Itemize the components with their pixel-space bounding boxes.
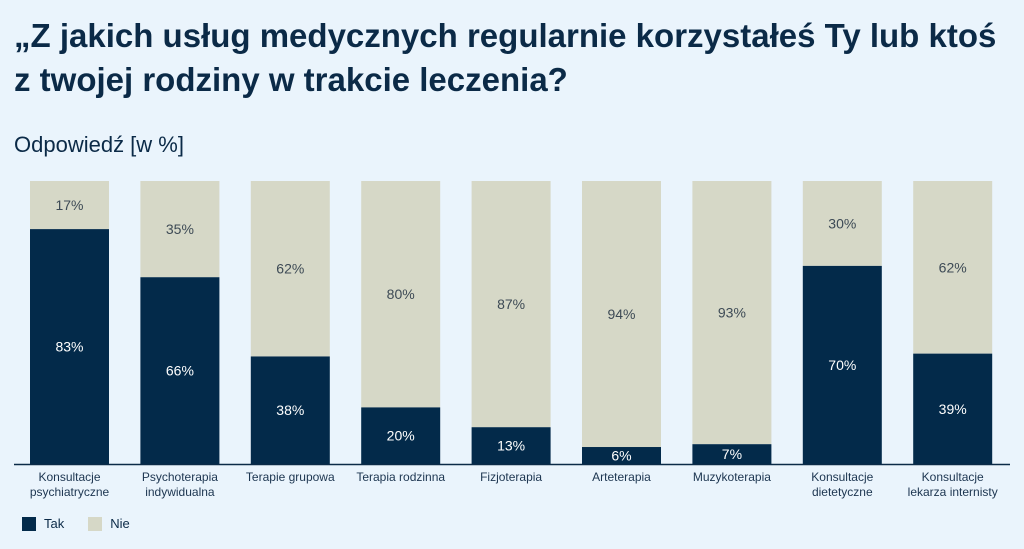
data-label-tak-0: 83% xyxy=(55,339,83,355)
category-label-2: Terapie grupowa xyxy=(246,470,335,484)
data-label-tak-4: 13% xyxy=(497,438,525,454)
data-label-tak-2: 38% xyxy=(276,402,304,418)
y-axis-label: Odpowiedź [w %] xyxy=(14,132,184,157)
data-label-nie-7: 30% xyxy=(828,215,856,231)
bar-tak-3 xyxy=(361,407,441,464)
data-label-tak-3: 20% xyxy=(387,428,415,444)
category-label-7: Konsultacje dietetyczne xyxy=(811,470,873,499)
data-label-tak-5: 6% xyxy=(611,448,631,464)
data-label-tak-8: 39% xyxy=(939,401,967,417)
bar-tak-1 xyxy=(140,277,220,464)
bar-nie-3 xyxy=(361,181,441,408)
bar-nie-5 xyxy=(582,181,661,448)
category-label-1: Psychoterapia indywidualna xyxy=(142,470,218,499)
bar-tak-0 xyxy=(30,229,109,464)
legend-label-tak: Tak xyxy=(44,516,65,531)
bar-tak-6 xyxy=(692,444,772,464)
category-label-6: Muzykoterapia xyxy=(693,470,771,484)
data-label-nie-2: 62% xyxy=(276,261,304,277)
bar-tak-8 xyxy=(913,353,993,464)
bar-tak-5 xyxy=(582,447,661,464)
category-label-0: Konsultacje psychiatryczne xyxy=(30,470,110,499)
bar-nie-6 xyxy=(692,181,772,445)
bar-nie-2 xyxy=(250,181,330,357)
data-label-nie-5: 94% xyxy=(607,306,635,322)
bar-nie-4 xyxy=(471,181,551,428)
bar-nie-0 xyxy=(30,181,109,230)
bar-nie-1 xyxy=(140,181,220,278)
data-label-tak-1: 66% xyxy=(166,363,194,379)
bar-nie-7 xyxy=(802,181,882,266)
legend: Tak Nie xyxy=(22,516,154,531)
chart-title: „Z jakich usług medycznych regularnie ko… xyxy=(14,17,997,98)
bar-tak-7 xyxy=(802,265,882,464)
data-label-nie-8: 62% xyxy=(939,259,967,275)
legend-swatch-tak xyxy=(22,516,36,531)
data-label-nie-0: 17% xyxy=(55,197,83,213)
data-label-nie-1: 35% xyxy=(166,221,194,237)
legend-item-nie: Nie xyxy=(88,516,130,531)
bar-nie-8 xyxy=(913,181,993,354)
bar-tak-4 xyxy=(471,427,551,464)
legend-item-tak: Tak xyxy=(22,516,64,531)
legend-label-nie: Nie xyxy=(110,516,130,531)
bar-tak-2 xyxy=(250,356,330,464)
category-label-3: Terapia rodzinna xyxy=(356,470,445,484)
category-label-8: Konsultacje lekarza internisty xyxy=(908,470,998,499)
data-label-nie-3: 80% xyxy=(387,286,415,302)
category-label-5: Arteterapia xyxy=(592,470,651,484)
data-label-tak-6: 7% xyxy=(722,446,742,462)
data-label-tak-7: 70% xyxy=(828,357,856,373)
data-label-nie-4: 87% xyxy=(497,296,525,312)
data-label-nie-6: 93% xyxy=(718,305,746,321)
category-label-4: Fizjoterapia xyxy=(480,470,542,484)
legend-swatch-nie xyxy=(88,516,103,531)
